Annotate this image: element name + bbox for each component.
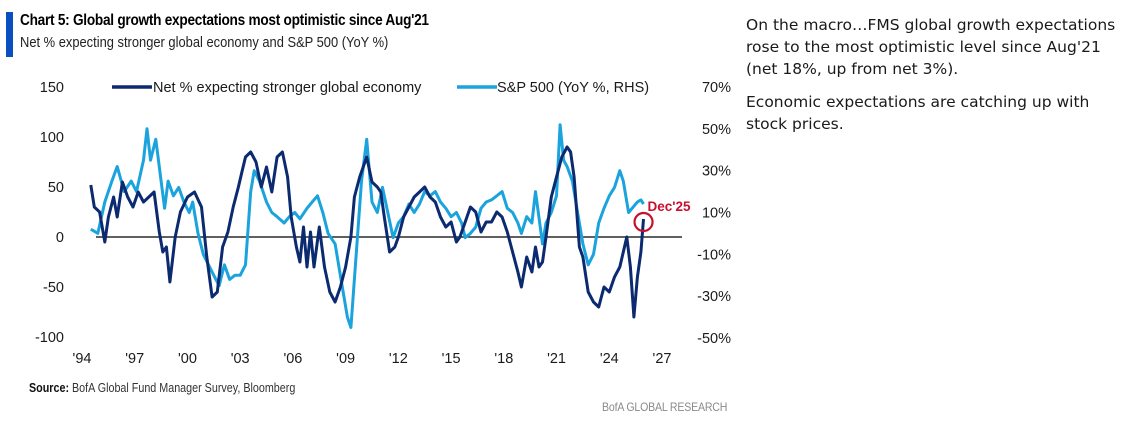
right-axis-tick-label: 70% bbox=[702, 80, 731, 96]
right-axis-tick-label: 30% bbox=[702, 164, 731, 180]
left-axis-ticks: 150 100 50 0 -50 -100 bbox=[35, 80, 64, 346]
right-axis-tick-label: 50% bbox=[702, 122, 731, 138]
brand-label: BofA GLOBAL RESEARCH bbox=[602, 400, 728, 414]
title-accent-bar bbox=[6, 12, 13, 57]
annotation-circle-marker bbox=[633, 211, 654, 233]
commentary-paragraph: On the macro…FMS global growth expectati… bbox=[746, 16, 1116, 78]
right-axis-tick-label: -50% bbox=[697, 331, 731, 347]
legend-label-net: Net % expecting stronger global economy bbox=[153, 80, 422, 96]
left-axis-tick-label: -100 bbox=[35, 330, 64, 346]
series-line-net-expectations bbox=[89, 145, 645, 319]
chart-title: Chart 5: Global growth expectations most… bbox=[20, 12, 429, 29]
right-axis-ticks: 70% 50% 30% 10% -10% -30% -50% bbox=[697, 80, 731, 347]
annotation-dec25: Dec'25 bbox=[633, 199, 691, 233]
x-axis-tick-label: '12 bbox=[389, 351, 408, 367]
x-axis-tick-label: '09 bbox=[336, 351, 355, 367]
annotation-label: Dec'25 bbox=[648, 199, 691, 214]
left-axis-tick-label: -50 bbox=[43, 280, 64, 296]
right-axis-tick-label: 10% bbox=[702, 206, 731, 222]
x-axis-tick-label: '97 bbox=[125, 351, 144, 367]
left-axis-tick-label: 0 bbox=[56, 230, 64, 246]
x-axis-tick-label: '00 bbox=[178, 351, 197, 367]
commentary-panel: On the macro…FMS global growth expectati… bbox=[746, 14, 1116, 146]
x-axis-tick-label: '06 bbox=[283, 351, 302, 367]
left-axis-tick-label: 100 bbox=[40, 130, 64, 146]
x-axis-tick-label: '94 bbox=[73, 351, 92, 367]
x-axis-tick-label: '03 bbox=[231, 351, 250, 367]
right-axis-tick-label: -30% bbox=[697, 289, 731, 305]
right-axis-tick-label: -10% bbox=[697, 247, 731, 263]
source-label: Source: bbox=[29, 381, 70, 395]
source-note: Source: BofA Global Fund Manager Survey,… bbox=[29, 381, 295, 395]
x-axis-tick-label: '18 bbox=[494, 351, 513, 367]
x-axis-tick-label: '15 bbox=[442, 351, 461, 367]
legend-label-sp500: S&P 500 (YoY %, RHS) bbox=[497, 80, 649, 96]
x-axis-ticks: '94 '97 '00 '03 '06 '09 '12 '15 '18 '21 '24 '27 bbox=[73, 351, 672, 367]
left-axis-tick-label: 150 bbox=[40, 80, 64, 96]
left-axis-tick-label: 50 bbox=[48, 180, 64, 196]
commentary-paragraph: Economic expectations are catching up wi… bbox=[746, 93, 1090, 133]
x-axis-tick-label: '21 bbox=[547, 351, 566, 367]
source-text: BofA Global Fund Manager Survey, Bloombe… bbox=[69, 381, 296, 395]
series-line-sp500 bbox=[90, 123, 645, 329]
chart-subtitle: Net % expecting stronger global economy … bbox=[20, 34, 389, 51]
legend: Net % expecting stronger global economy … bbox=[112, 80, 649, 96]
x-axis-tick-label: '24 bbox=[600, 351, 619, 367]
x-axis-tick-label: '27 bbox=[653, 351, 672, 367]
